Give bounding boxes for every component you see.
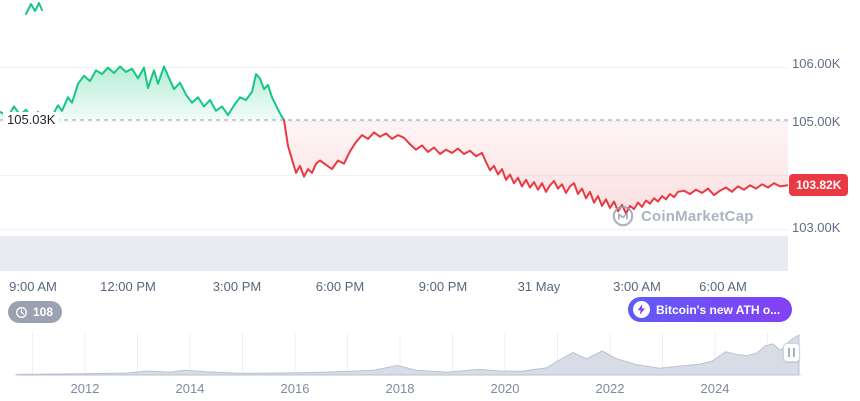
year-label: 2024 bbox=[700, 381, 730, 396]
watermark-text: CoinMarketCap bbox=[641, 207, 754, 225]
x-axis-label: 6:00 AM bbox=[699, 279, 747, 294]
x-axis-label: 31 May bbox=[517, 279, 561, 294]
trend-artifact-icon bbox=[25, 2, 43, 15]
x-axis-label: 12:00 PM bbox=[100, 279, 156, 294]
navigator-resize-handle[interactable] bbox=[783, 343, 800, 362]
coinmarketcap-logo-icon bbox=[612, 205, 634, 227]
year-label: 2014 bbox=[175, 381, 205, 396]
current-price-badge: 103.82K bbox=[789, 174, 849, 196]
x-axis-label: 9:00 AM bbox=[9, 279, 57, 294]
y-axis-label: 106.00K bbox=[792, 56, 841, 71]
year-label: 2022 bbox=[595, 381, 625, 396]
lightning-icon bbox=[633, 301, 650, 318]
history-navigator[interactable] bbox=[0, 330, 816, 378]
news-pill-label: Bitcoin's new ATH o... bbox=[656, 302, 781, 317]
baseline-price-label: 105.03K bbox=[3, 112, 60, 127]
x-axis-label: 3:00 PM bbox=[212, 279, 262, 294]
annotations-chip[interactable]: 108 bbox=[8, 301, 63, 323]
x-axis-labels: 9:00 AM 12:00 PM 3:00 PM 6:00 PM 9:00 PM 31 M… bbox=[0, 279, 788, 295]
watermark: CoinMarketCap bbox=[612, 205, 754, 227]
x-axis-label: 3:00 AM bbox=[613, 279, 661, 294]
y-axis-labels: 106.00K 105.00K 103.00K bbox=[792, 0, 860, 240]
news-pill-button[interactable]: Bitcoin's new ATH o... bbox=[628, 297, 793, 322]
year-label: 2012 bbox=[70, 381, 100, 396]
y-axis-label: 103.00K bbox=[792, 220, 841, 235]
annotations-count: 108 bbox=[33, 305, 54, 319]
x-axis-label: 9:00 PM bbox=[418, 279, 468, 294]
year-label: 2020 bbox=[490, 381, 520, 396]
navigator-year-labels: 2012 2014 2016 2018 2020 2022 2024 bbox=[0, 381, 816, 397]
price-chart[interactable] bbox=[0, 0, 788, 236]
year-label: 2018 bbox=[385, 381, 415, 396]
chart-footer-band bbox=[0, 236, 788, 271]
lightning-bolt-icon bbox=[637, 304, 645, 315]
year-label: 2016 bbox=[280, 381, 310, 396]
history-clock-icon bbox=[16, 306, 27, 318]
y-axis-label: 105.00K bbox=[792, 114, 841, 129]
x-axis-label: 6:00 PM bbox=[315, 279, 365, 294]
